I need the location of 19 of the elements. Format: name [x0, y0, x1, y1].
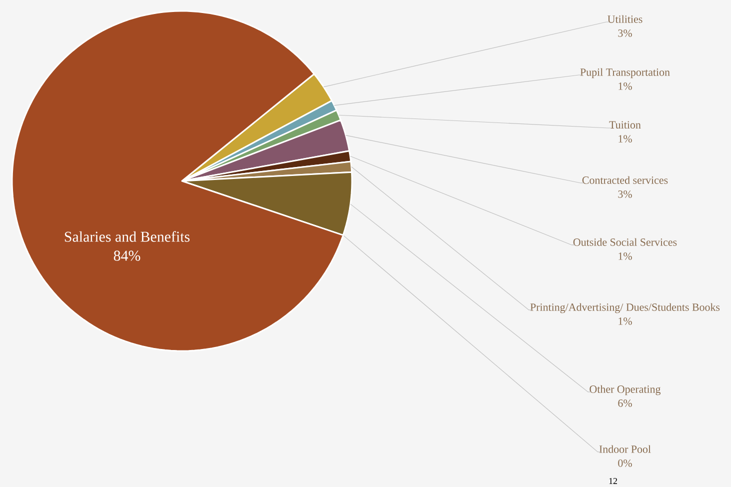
text: 12 — [609, 478, 617, 484]
data-label: 1% — [618, 135, 632, 143]
data-label: 1% — [618, 82, 632, 90]
slice-label: Outside Social Services — [573, 238, 677, 246]
slice-label: Contracted services — [582, 176, 668, 184]
data-label: 3% — [618, 190, 632, 198]
text: 0% — [618, 459, 632, 467]
slice-label: Printing/Advertising/ Dues/Students Books — [530, 303, 720, 314]
data-label: 3% — [618, 29, 632, 37]
slice-label: Other Operating — [590, 385, 661, 396]
data-label: 1% — [618, 252, 632, 260]
slice-label: Tuition — [609, 121, 641, 129]
data-label: 6% — [618, 399, 632, 407]
slice-label: Pupil Transportation — [580, 68, 670, 78]
data-label: 1% — [618, 317, 632, 325]
category-label: Indoor Pool — [599, 445, 651, 453]
data-label: 84% — [114, 250, 140, 261]
slice-label: Utilities — [608, 15, 642, 23]
slice-label: Salaries and Benefits — [64, 231, 190, 242]
